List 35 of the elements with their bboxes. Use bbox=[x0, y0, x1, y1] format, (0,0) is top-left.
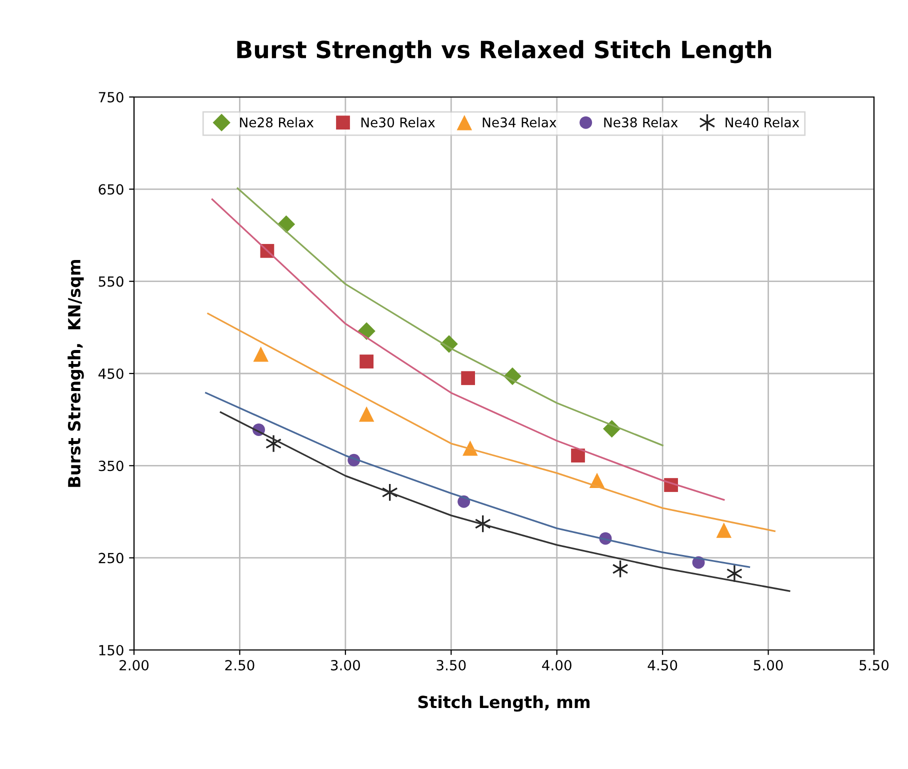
x-tick-label: 5.00 bbox=[754, 660, 783, 670]
legend-label: Ne30 Relax bbox=[361, 117, 435, 128]
point bbox=[716, 522, 732, 538]
legend-label: Ne38 Relax bbox=[604, 117, 678, 128]
chart-title: Burst Strength vs Relaxed Stitch Length bbox=[237, 40, 772, 64]
point bbox=[726, 564, 743, 583]
legend-label: Ne28 Relax bbox=[240, 117, 314, 128]
y-tick-label: 650 bbox=[98, 184, 124, 195]
x-tick-label: 4.00 bbox=[542, 660, 572, 670]
line-series bbox=[220, 411, 790, 592]
point bbox=[360, 354, 374, 368]
x-tick-label: 2.00 bbox=[120, 660, 149, 670]
point bbox=[571, 448, 585, 462]
y-tick-label: 750 bbox=[98, 92, 124, 102]
y-tick-label: 350 bbox=[98, 460, 124, 472]
legend-label: Ne40 Relax bbox=[726, 117, 800, 128]
line-series bbox=[236, 187, 664, 446]
x-tick-label: 2.50 bbox=[225, 660, 254, 670]
y-tick-label: 250 bbox=[98, 552, 124, 564]
y-tick-label: 150 bbox=[99, 644, 124, 656]
y-tick-label: 450 bbox=[98, 368, 124, 379]
line-series bbox=[205, 392, 750, 568]
point bbox=[461, 371, 475, 386]
x-tick-label: 5.50 bbox=[860, 660, 889, 670]
line-series bbox=[207, 312, 776, 532]
legend-label: Ne34 Relax bbox=[482, 117, 556, 128]
y-tick-label: 550 bbox=[98, 276, 124, 287]
x-tick-label: 4.50 bbox=[648, 660, 678, 670]
x-tick-label: 3.00 bbox=[331, 660, 360, 670]
point bbox=[253, 346, 268, 362]
y-axis-title: Burst Strength, KN/sqm bbox=[68, 260, 84, 487]
x-tick-label: 3.50 bbox=[436, 660, 466, 670]
line-series bbox=[211, 198, 725, 501]
point bbox=[358, 406, 374, 422]
x-axis-title: Stitch Length, mm bbox=[418, 695, 590, 712]
